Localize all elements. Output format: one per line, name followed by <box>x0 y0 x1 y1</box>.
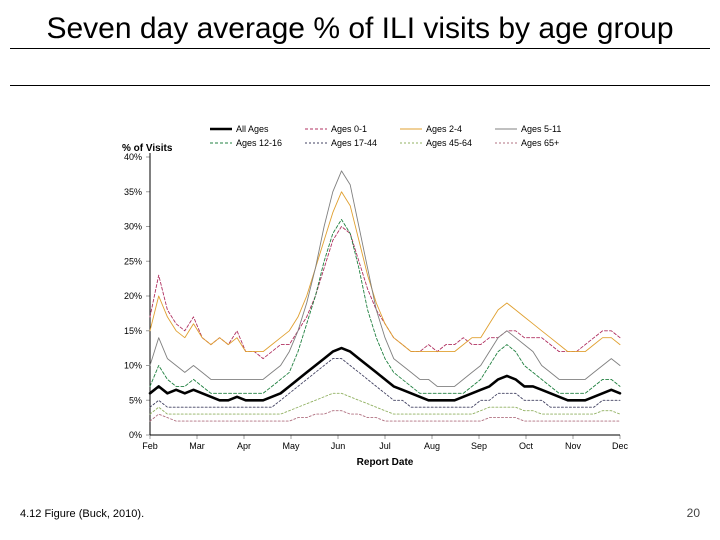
series-line <box>150 220 620 394</box>
y-tick-label: 35% <box>124 187 142 197</box>
legend-label: Ages 65+ <box>521 138 559 148</box>
series-line <box>150 171 620 387</box>
legend-label: Ages 17-44 <box>331 138 377 148</box>
figure-caption: 4.12 Figure (Buck, 2010). <box>20 508 144 520</box>
x-tick-label: Jun <box>331 441 346 451</box>
x-axis-label: Report Date <box>357 457 414 468</box>
x-tick-label: Aug <box>424 441 440 451</box>
page-number: 20 <box>687 506 700 520</box>
y-tick-label: 40% <box>124 152 142 162</box>
x-tick-label: Dec <box>612 441 629 451</box>
slide-title: Seven day average % of ILI visits by age… <box>0 10 720 48</box>
series-line <box>150 411 620 421</box>
legend-label: Ages 2-4 <box>426 124 462 134</box>
legend-label: Ages 45-64 <box>426 138 472 148</box>
y-tick-label: 0% <box>129 430 142 440</box>
x-tick-label: Jul <box>379 441 391 451</box>
legend-label: Ages 12-16 <box>236 138 282 148</box>
title-underline <box>10 48 710 49</box>
series-line <box>150 192 620 352</box>
x-tick-label: Feb <box>142 441 158 451</box>
y-tick-label: 10% <box>124 361 142 371</box>
x-tick-label: Oct <box>519 441 534 451</box>
y-tick-label: 20% <box>124 291 142 301</box>
y-tick-label: 5% <box>129 395 142 405</box>
x-tick-label: Nov <box>565 441 582 451</box>
title-underline-2 <box>10 85 710 86</box>
legend-label: All Ages <box>236 124 269 134</box>
x-tick-label: Sep <box>471 441 487 451</box>
x-tick-label: Apr <box>237 441 251 451</box>
y-tick-label: 15% <box>124 326 142 336</box>
legend-label: Ages 5-11 <box>521 124 561 134</box>
x-tick-label: Mar <box>189 441 205 451</box>
y-tick-label: 30% <box>124 222 142 232</box>
series-line <box>150 393 620 414</box>
legend-label: Ages 0-1 <box>331 124 367 134</box>
series-line <box>150 348 620 400</box>
y-tick-label: 25% <box>124 256 142 266</box>
x-tick-label: May <box>282 441 300 451</box>
line-chart: % of Visits0%5%10%15%20%25%30%35%40%FebM… <box>90 115 630 475</box>
